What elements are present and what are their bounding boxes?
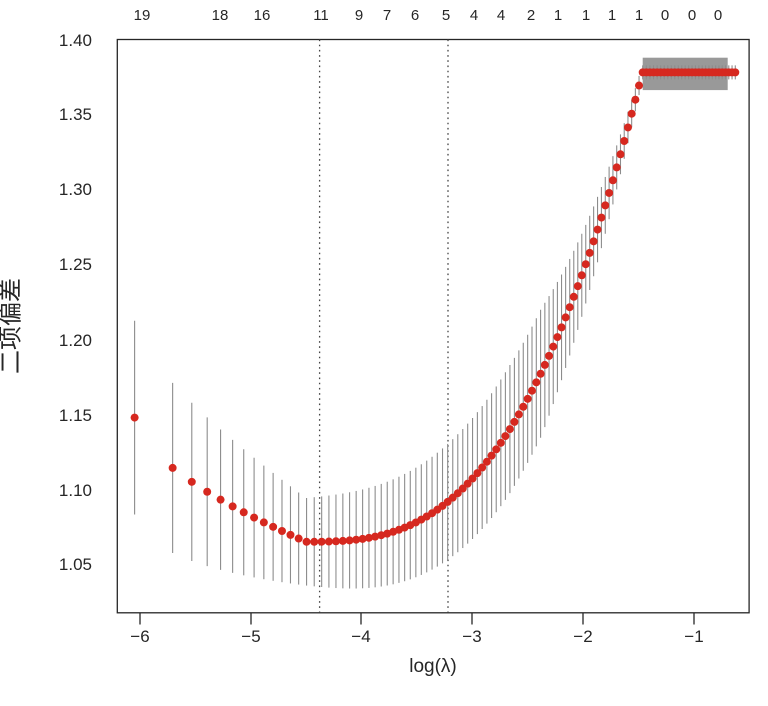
svg-text:4: 4 bbox=[497, 7, 505, 24]
svg-text:1: 1 bbox=[582, 7, 590, 24]
svg-text:19: 19 bbox=[134, 7, 151, 24]
svg-text:18: 18 bbox=[212, 7, 229, 24]
svg-text:5: 5 bbox=[442, 7, 450, 24]
svg-text:1.35: 1.35 bbox=[59, 105, 92, 124]
svg-text:9: 9 bbox=[355, 7, 363, 24]
svg-text:0: 0 bbox=[688, 7, 696, 24]
svg-text:log(λ): log(λ) bbox=[409, 656, 457, 677]
svg-text:0: 0 bbox=[714, 7, 722, 24]
svg-text:1.10: 1.10 bbox=[59, 481, 92, 500]
svg-text:−4: −4 bbox=[351, 627, 370, 646]
svg-text:1.30: 1.30 bbox=[59, 180, 92, 199]
svg-text:0: 0 bbox=[661, 7, 669, 24]
svg-text:4: 4 bbox=[470, 7, 478, 24]
svg-text:1.15: 1.15 bbox=[59, 406, 92, 425]
svg-text:1: 1 bbox=[608, 7, 616, 24]
svg-text:2: 2 bbox=[527, 7, 535, 24]
svg-text:16: 16 bbox=[254, 7, 271, 24]
svg-text:−3: −3 bbox=[462, 627, 481, 646]
svg-text:7: 7 bbox=[383, 7, 391, 24]
svg-text:二项偏差: 二项偏差 bbox=[0, 278, 26, 374]
svg-text:−5: −5 bbox=[241, 627, 260, 646]
svg-text:−1: −1 bbox=[684, 627, 703, 646]
svg-text:1: 1 bbox=[635, 7, 643, 24]
svg-text:6: 6 bbox=[411, 7, 419, 24]
svg-text:1: 1 bbox=[554, 7, 562, 24]
svg-text:−6: −6 bbox=[130, 627, 149, 646]
svg-text:11: 11 bbox=[313, 7, 329, 24]
svg-text:1.25: 1.25 bbox=[59, 255, 92, 274]
svg-text:1.20: 1.20 bbox=[59, 331, 92, 350]
svg-text:1.40: 1.40 bbox=[59, 31, 92, 50]
svg-text:1.05: 1.05 bbox=[59, 555, 92, 574]
svg-text:−2: −2 bbox=[573, 627, 592, 646]
